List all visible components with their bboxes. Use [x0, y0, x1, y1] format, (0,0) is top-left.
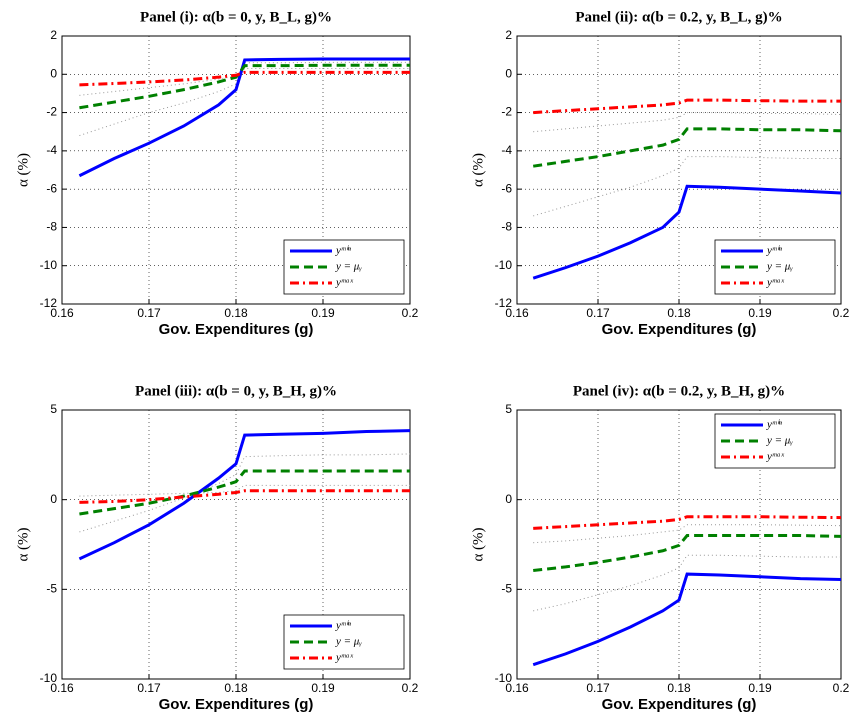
band-line [79, 61, 410, 137]
plot-frame [61, 409, 411, 680]
x-tick-label: 0.18 [224, 681, 248, 695]
x-axis-label: Gov. Expenditures (g) [159, 696, 314, 713]
series-line [79, 70, 410, 87]
x-tick-label: 0.16 [505, 681, 529, 695]
y-axis-label: α (%) [15, 153, 31, 187]
y-tick-label: -8 [501, 220, 512, 234]
y-tick-label: 0 [50, 492, 57, 506]
y-tick-label: 0 [505, 492, 512, 506]
y-tick-label: -12 [495, 296, 513, 310]
legend-label: yᵐᵃˣ [335, 652, 354, 664]
legend-label: yᵐⁱⁿ [335, 620, 351, 632]
y-tick-label: -10 [40, 258, 58, 272]
y-tick-label: -10 [495, 671, 513, 685]
y-tick-label: -2 [501, 105, 512, 119]
x-axis-label: Gov. Expenditures (g) [159, 321, 314, 338]
x-tick-label: 0.16 [50, 681, 74, 695]
x-tick-label: 0.18 [224, 306, 248, 320]
x-tick-label: 0.17 [137, 306, 161, 320]
y-tick-label: -6 [501, 181, 512, 195]
band-line [79, 453, 411, 533]
legend-label: yᵐⁱⁿ [335, 245, 351, 257]
x-tick-label: 0.19 [311, 306, 335, 320]
series-line [79, 489, 410, 504]
legend-label: yᵐⁱⁿ [766, 245, 782, 257]
x-tick-label: 0.17 [586, 306, 610, 320]
y-axis-label: α (%) [470, 153, 486, 187]
x-tick-label: 0.16 [50, 306, 74, 320]
x-tick-label: 0.2 [402, 306, 419, 320]
panel-title: Panel (iv): α(b = 0.2, y, B_H, g)% [573, 383, 785, 399]
legend-label: y = μᵧ [335, 636, 362, 648]
y-tick-label: -6 [46, 181, 57, 195]
x-tick-label: 0.16 [505, 306, 529, 320]
x-axis-label: Gov. Expenditures (g) [602, 321, 757, 338]
y-tick-label: 5 [50, 402, 57, 416]
legend-label: y = μᵧ [335, 261, 362, 273]
series-line [533, 515, 842, 530]
x-axis-label: Gov. Expenditures (g) [602, 696, 757, 713]
y-tick-label: -10 [495, 258, 513, 272]
x-tick-label: 0.17 [586, 681, 610, 695]
series-line [78, 429, 411, 561]
y-tick-label: -12 [40, 296, 58, 310]
y-axis-label: α (%) [470, 527, 486, 561]
y-tick-label: -5 [501, 582, 512, 596]
x-tick-label: 0.2 [402, 681, 419, 695]
x-tick-label: 0.18 [667, 306, 691, 320]
x-tick-label: 0.19 [748, 306, 772, 320]
series-line [532, 127, 842, 168]
series-line [532, 184, 842, 280]
y-tick-label: -10 [40, 671, 58, 685]
x-tick-label: 0.2 [833, 306, 850, 320]
y-axis-label: α (%) [15, 527, 31, 561]
y-tick-label: -8 [46, 220, 57, 234]
band-line [533, 554, 841, 612]
series-line [532, 572, 842, 667]
y-tick-label: -5 [46, 582, 57, 596]
x-tick-label: 0.18 [667, 681, 691, 695]
y-tick-label: 5 [505, 402, 512, 416]
plot-frame [61, 35, 411, 305]
legend-label: yᵐᵃˣ [766, 277, 785, 289]
legend-label: yᵐᵃˣ [766, 451, 785, 463]
legend-label: y = μᵧ [766, 261, 793, 273]
series-line [79, 469, 410, 516]
y-tick-label: -4 [501, 143, 512, 157]
x-tick-label: 0.17 [137, 681, 161, 695]
plot-frame [516, 409, 842, 680]
panel-title: Panel (ii): α(b = 0.2, y, B_L, g)% [575, 9, 782, 25]
y-tick-label: 2 [505, 28, 512, 42]
y-tick-label: 0 [505, 66, 512, 80]
legend-label: yᵐⁱⁿ [766, 419, 782, 431]
x-tick-label: 0.19 [748, 681, 772, 695]
plot-frame [516, 35, 842, 305]
legend-label: yᵐᵃˣ [335, 277, 354, 289]
legend-label: y = μᵧ [766, 435, 793, 447]
series-line [79, 63, 410, 110]
series-line [533, 98, 841, 115]
y-tick-label: -2 [46, 105, 57, 119]
panel-title: Panel (iii): α(b = 0, y, B_H, g)% [135, 383, 337, 399]
y-tick-label: 0 [50, 66, 57, 80]
panel-title: Panel (i): α(b = 0, y, B_L, g)% [140, 9, 332, 25]
band-line [533, 524, 842, 544]
series-line [78, 57, 410, 178]
x-tick-label: 0.2 [833, 681, 850, 695]
band-line [533, 156, 841, 217]
series-line [533, 534, 842, 572]
x-tick-label: 0.19 [311, 681, 335, 695]
band-line [79, 484, 410, 497]
y-tick-label: 2 [50, 28, 57, 42]
y-tick-label: -4 [46, 143, 57, 157]
